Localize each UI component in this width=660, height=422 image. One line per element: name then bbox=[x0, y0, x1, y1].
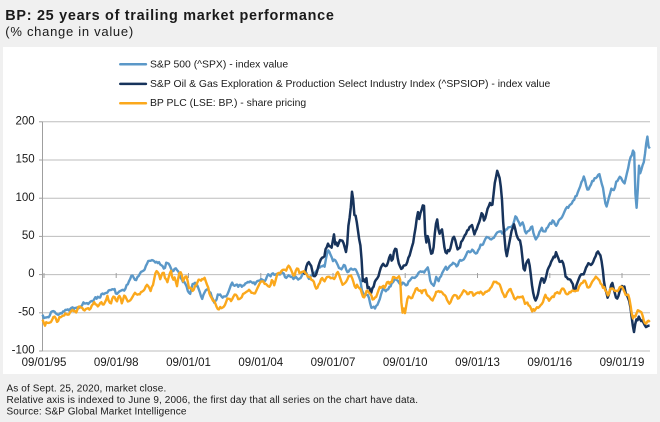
svg-text:09/01/98: 09/01/98 bbox=[94, 357, 139, 369]
svg-text:150: 150 bbox=[16, 154, 35, 166]
svg-text:S&P Oil & Gas Exploration & Pr: S&P Oil & Gas Exploration & Production S… bbox=[150, 79, 551, 90]
svg-text:0: 0 bbox=[28, 268, 34, 280]
svg-text:09/01/95: 09/01/95 bbox=[22, 357, 67, 369]
svg-text:09/01/19: 09/01/19 bbox=[600, 357, 645, 369]
svg-text:(% change in value): (% change in value) bbox=[5, 24, 134, 39]
svg-text:09/01/04: 09/01/04 bbox=[238, 357, 283, 369]
svg-text:200: 200 bbox=[16, 115, 35, 127]
svg-text:09/01/16: 09/01/16 bbox=[527, 357, 572, 369]
svg-text:09/01/01: 09/01/01 bbox=[166, 357, 211, 369]
svg-text:As of Sept. 25, 2020, market c: As of Sept. 25, 2020, market close. bbox=[7, 383, 167, 394]
svg-text:09/01/10: 09/01/10 bbox=[383, 357, 428, 369]
svg-text:-50: -50 bbox=[18, 306, 35, 318]
svg-text:100: 100 bbox=[16, 192, 35, 204]
svg-text:BP: 25 years of trailing marke: BP: 25 years of trailing market performa… bbox=[5, 8, 334, 24]
svg-text:Relative axis is indexed to Ju: Relative axis is indexed to June 9, 2006… bbox=[7, 395, 419, 406]
svg-text:Source: S&P Global Market Inte: Source: S&P Global Market Intelligence bbox=[7, 406, 187, 417]
svg-text:S&P 500 (^SPX) - index value: S&P 500 (^SPX) - index value bbox=[150, 59, 288, 70]
svg-text:09/01/07: 09/01/07 bbox=[311, 357, 356, 369]
svg-text:50: 50 bbox=[22, 230, 35, 242]
svg-text:BP PLC (LSE: BP.) - share pric: BP PLC (LSE: BP.) - share pricing bbox=[150, 98, 306, 109]
svg-text:-100: -100 bbox=[12, 345, 35, 357]
svg-text:09/01/13: 09/01/13 bbox=[455, 357, 500, 369]
